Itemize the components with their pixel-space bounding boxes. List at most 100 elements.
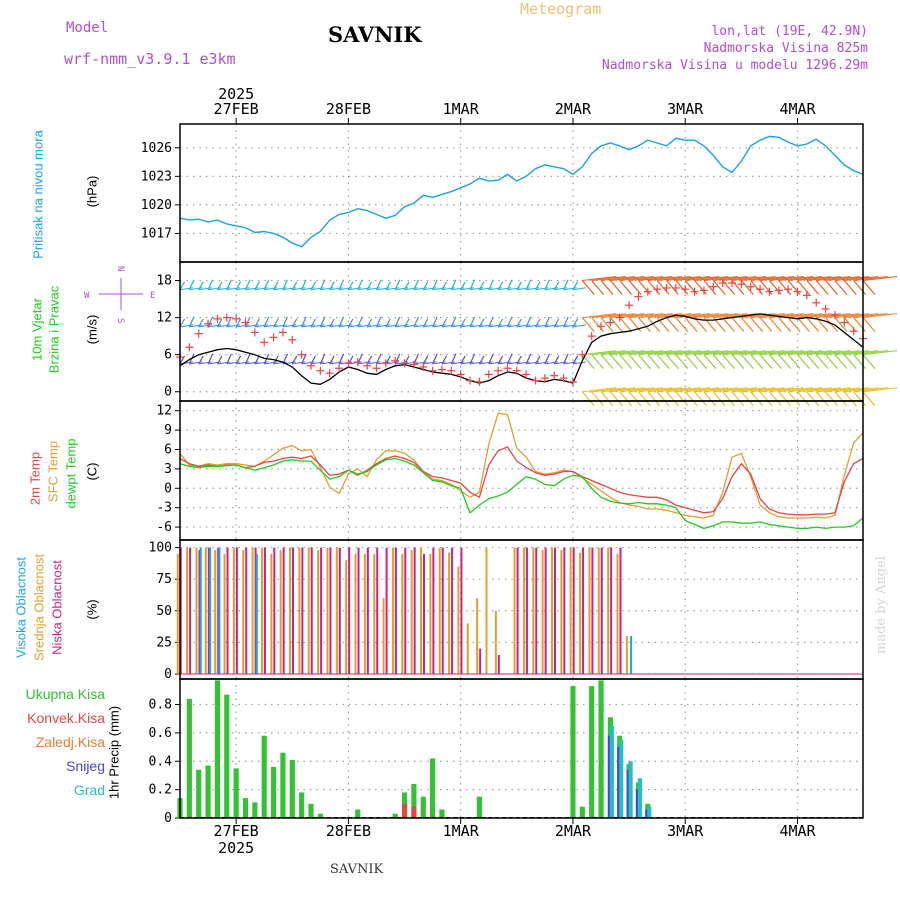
wind-barb <box>404 318 410 328</box>
wind-barb <box>834 391 848 407</box>
wind-barb <box>273 281 279 291</box>
wind-barb <box>367 287 381 291</box>
precip-total-bar <box>299 792 305 818</box>
wind-barb <box>712 280 726 295</box>
wind-barb <box>853 350 888 356</box>
gust-marker <box>381 359 390 368</box>
wind-barb <box>292 361 306 365</box>
gust-marker <box>335 364 344 373</box>
wind-barb <box>629 276 664 282</box>
gust-marker <box>774 286 783 295</box>
wind-barb <box>703 391 717 407</box>
gust-marker <box>765 287 774 296</box>
gust-marker <box>559 374 568 383</box>
wind-barb <box>825 391 838 407</box>
wind-barb <box>198 324 212 328</box>
wind-barb <box>413 316 420 328</box>
wind-barb <box>394 316 401 328</box>
wind-barb <box>666 391 679 407</box>
wind-barb <box>778 280 792 295</box>
wind-barb <box>675 317 689 332</box>
wind-barb <box>460 318 466 328</box>
gust-marker <box>728 279 737 288</box>
wind-barb <box>843 391 857 407</box>
wind-barb <box>216 318 223 328</box>
wind-barb <box>422 318 429 328</box>
wind-barb <box>619 391 633 407</box>
wind-barb <box>348 287 362 291</box>
ytick-label: 1026 <box>141 141 172 156</box>
wind-barb <box>769 276 804 282</box>
precip-total-bar <box>570 686 576 818</box>
wind-barb <box>619 354 633 370</box>
wind-barb <box>769 313 804 319</box>
wind-barb <box>609 354 623 370</box>
gust-marker <box>297 350 306 359</box>
wind-barb <box>600 350 636 356</box>
precip-total-bar <box>289 759 295 818</box>
wind-barb <box>656 391 670 407</box>
wind-barb <box>815 391 829 407</box>
wind-barb <box>666 354 679 370</box>
wind-barb <box>694 280 707 295</box>
wind-barb <box>282 279 289 291</box>
wind-barb <box>553 318 560 328</box>
precip-total-bar <box>598 680 604 818</box>
wind-barb <box>684 280 698 295</box>
wind-barb <box>254 361 268 365</box>
wind-barb <box>600 276 636 282</box>
wind-barb <box>291 318 298 328</box>
wind-barb <box>694 317 707 332</box>
wind-barb <box>236 361 250 365</box>
gust-marker <box>447 366 456 375</box>
wind-barb <box>778 387 813 393</box>
wind-barb <box>572 287 587 291</box>
wind-barb <box>450 353 457 365</box>
precip-hail-bar <box>628 761 633 818</box>
wind-barb <box>816 276 851 282</box>
wind-barb <box>460 324 474 328</box>
wind-barb <box>806 391 820 407</box>
wind-barb <box>385 318 391 328</box>
wind-barb <box>244 279 251 291</box>
wind-barb <box>825 350 860 356</box>
wind-barb <box>338 316 345 328</box>
wind-barb <box>478 281 485 291</box>
wind-barb <box>525 316 532 328</box>
wind-barb <box>357 279 363 291</box>
wind-barb <box>647 387 682 393</box>
wind-barb <box>619 280 633 295</box>
x-label-bottom: 28FEB <box>326 822 371 840</box>
wind-barb <box>217 287 231 291</box>
wind-barb <box>478 318 485 328</box>
wind-barb <box>310 324 325 328</box>
x-label-top: 27FEB <box>214 100 259 118</box>
wind-barb <box>712 354 726 370</box>
wind-barb <box>535 324 549 328</box>
wind-barb <box>759 354 773 370</box>
compass-w: W <box>84 291 90 301</box>
wind-barb <box>469 353 476 365</box>
wind-barb <box>750 280 764 295</box>
precip-total-bar <box>280 752 286 818</box>
gust-marker <box>419 363 428 372</box>
wind-barb <box>488 316 494 328</box>
wind-barb <box>422 355 429 365</box>
wind-barb <box>713 387 748 393</box>
precip-total-bar <box>317 813 323 818</box>
gust-marker <box>466 376 475 385</box>
wind-barb <box>684 317 698 332</box>
wind-barb <box>722 350 757 356</box>
wind-barb <box>179 287 194 291</box>
wind-barb <box>217 361 231 365</box>
gust-marker <box>718 279 727 288</box>
ytick-label: 1023 <box>141 169 172 184</box>
wind-barb <box>703 280 717 295</box>
ytick-label: 0.8 <box>149 698 172 713</box>
wind-barb <box>787 354 801 370</box>
wind-barb <box>581 391 595 407</box>
wind-barb <box>367 361 381 365</box>
wind-barb <box>853 276 888 282</box>
precip-total-bar <box>233 768 239 818</box>
gust-marker <box>372 364 381 373</box>
